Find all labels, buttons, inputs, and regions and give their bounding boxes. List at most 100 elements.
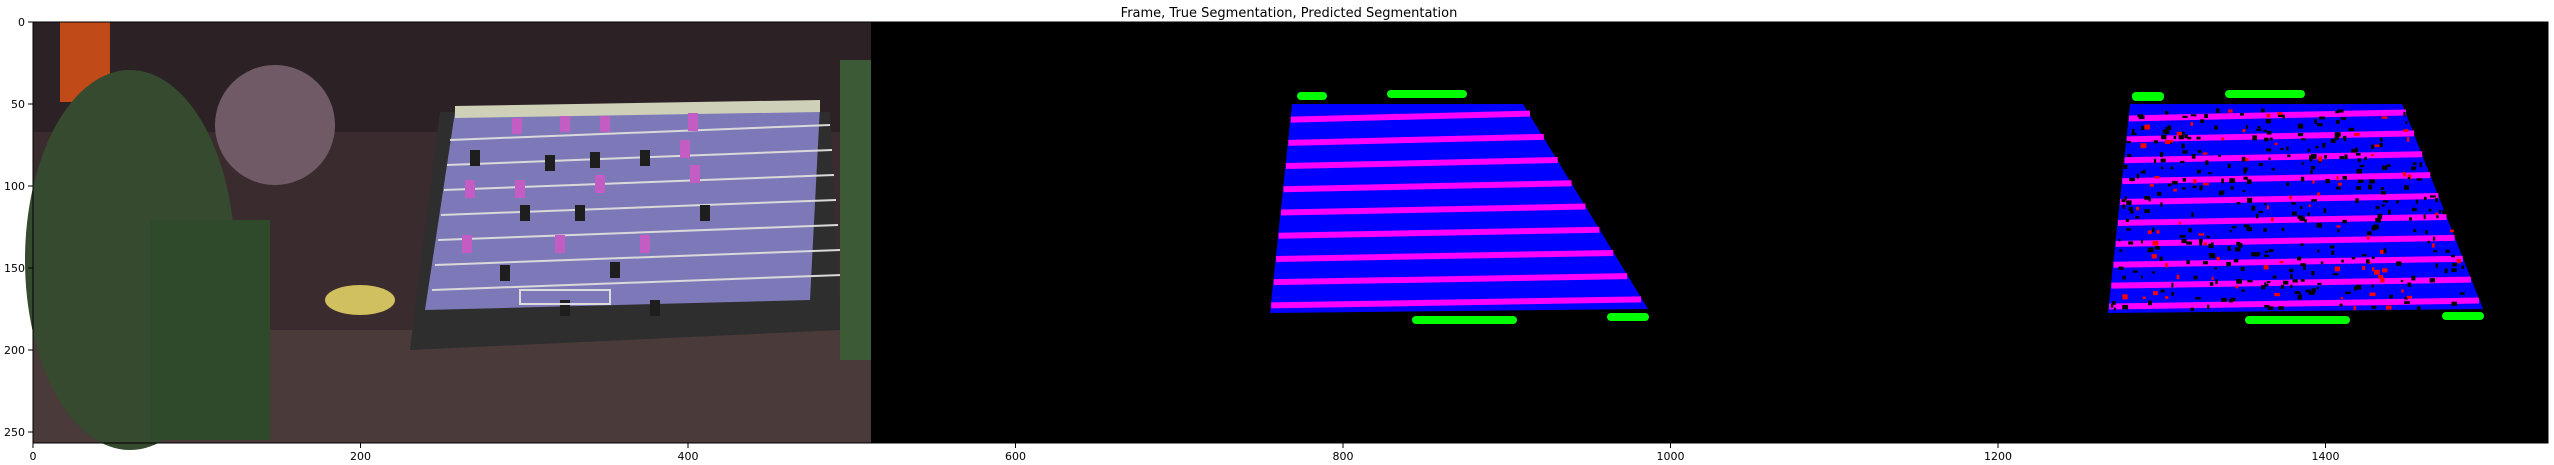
prediction-noise <box>2179 235 2186 238</box>
predicted-segmentation-panel <box>1710 22 2548 443</box>
prediction-noise <box>2336 225 2341 228</box>
prediction-noise <box>2411 207 2417 212</box>
prediction-noise <box>2202 261 2208 265</box>
prediction-noise <box>2406 295 2412 299</box>
prediction-noise <box>2190 307 2195 311</box>
prediction-noise <box>2291 211 2297 216</box>
prediction-noise <box>2126 200 2132 206</box>
prediction-noise <box>2230 186 2234 190</box>
prediction-noise <box>2205 160 2209 166</box>
x-tick-label: 1000 <box>1657 450 1685 463</box>
prediction-noise <box>2126 140 2131 144</box>
prediction-noise <box>2415 199 2419 204</box>
prediction-noise <box>2354 133 2360 136</box>
rod-stripe <box>2122 172 2431 185</box>
prediction-noise <box>2380 137 2383 142</box>
y-tick-label: 100 <box>4 180 25 193</box>
prediction-noise <box>2165 296 2169 299</box>
prediction-noise <box>2408 217 2412 221</box>
prediction-noise <box>2374 144 2380 148</box>
prediction-noise <box>2256 252 2261 255</box>
prediction-noise <box>2294 291 2300 295</box>
prediction-noise <box>2416 306 2421 311</box>
prediction-noise <box>2264 250 2268 253</box>
prediction-noise <box>2312 180 2315 184</box>
prediction-noise <box>2131 128 2135 134</box>
prediction-noise <box>2297 295 2302 300</box>
prediction-noise <box>2286 182 2290 186</box>
prediction-noise <box>2427 240 2430 244</box>
prediction-noise <box>2330 138 2336 143</box>
prediction-noise <box>2378 275 2383 279</box>
rod-stripe <box>2111 276 2471 289</box>
prediction-noise <box>2292 279 2298 283</box>
prediction-noise <box>2153 158 2157 164</box>
prediction-noise <box>2432 236 2436 241</box>
prediction-noise <box>2354 147 2358 153</box>
prediction-noise <box>2300 243 2304 247</box>
prediction-noise <box>2264 282 2267 287</box>
prediction-noise <box>2165 263 2168 268</box>
rod-stripe <box>2115 234 2455 247</box>
prediction-noise <box>2280 284 2284 289</box>
prediction-noise <box>2371 153 2374 157</box>
prediction-noise <box>2343 138 2347 142</box>
prediction-noise <box>2297 123 2304 129</box>
prediction-noise <box>2335 120 2340 124</box>
prediction-noise <box>2355 152 2361 156</box>
prediction-noise <box>2317 192 2321 196</box>
prediction-noise <box>2320 261 2324 265</box>
prediction-noise <box>2371 284 2374 288</box>
prediction-noise <box>2318 156 2322 162</box>
prediction-noise <box>2338 182 2342 186</box>
y-axis: 0 50 100 150 200 250 <box>4 16 33 439</box>
prediction-noise <box>2274 292 2280 297</box>
prediction-noise <box>2258 210 2264 214</box>
prediction-noise <box>2381 187 2384 191</box>
prediction-noise <box>2368 261 2372 264</box>
prediction-noise <box>2351 256 2356 260</box>
prediction-noise <box>2385 305 2392 310</box>
prediction-noise <box>2411 166 2417 169</box>
prediction-noise <box>2242 128 2246 133</box>
prediction-noise <box>2342 175 2348 180</box>
prediction-noise <box>2377 213 2383 219</box>
prediction-noise <box>2263 129 2268 132</box>
prediction-noise <box>2151 271 2155 274</box>
prediction-noise <box>2301 162 2304 165</box>
prediction-noise <box>2208 253 2215 257</box>
prediction-noise <box>2329 245 2335 249</box>
rod-stripe <box>1280 203 1586 216</box>
x-tick-label: 0 <box>30 450 37 463</box>
prediction-noise <box>2400 279 2404 283</box>
prediction-noise <box>2381 204 2385 207</box>
prediction-noise <box>2263 254 2270 258</box>
prediction-noise <box>2405 121 2408 124</box>
prediction-noise <box>2311 153 2317 159</box>
rod-stripe <box>1278 226 1600 239</box>
prediction-noise <box>2389 294 2393 299</box>
prediction-noise <box>2370 144 2375 149</box>
prediction-noise <box>2337 109 2344 113</box>
prediction-noise <box>2311 199 2317 202</box>
rod-stripe <box>1285 157 1558 170</box>
prediction-noise <box>2356 284 2362 290</box>
prediction-noise <box>2428 208 2432 212</box>
rod-stripe <box>1276 249 1614 262</box>
x-tick-label: 1400 <box>2312 450 2340 463</box>
prediction-noise <box>2301 138 2306 141</box>
figure-title: Frame, True Segmentation, Predicted Segm… <box>1121 6 1458 21</box>
prediction-noise <box>2266 131 2272 135</box>
prediction-noise <box>2178 134 2184 140</box>
prediction-noise <box>2344 154 2348 160</box>
prediction-noise <box>2151 254 2157 259</box>
prediction-noise <box>2300 263 2303 267</box>
prediction-noise <box>2243 167 2248 172</box>
prediction-noise <box>2263 228 2267 232</box>
prediction-noise <box>2246 197 2253 203</box>
prediction-noise <box>2433 250 2438 253</box>
prediction-noise <box>2153 140 2159 144</box>
rod-stripe <box>1283 180 1572 193</box>
prediction-noise <box>2419 162 2423 168</box>
prediction-noise <box>2388 209 2391 215</box>
